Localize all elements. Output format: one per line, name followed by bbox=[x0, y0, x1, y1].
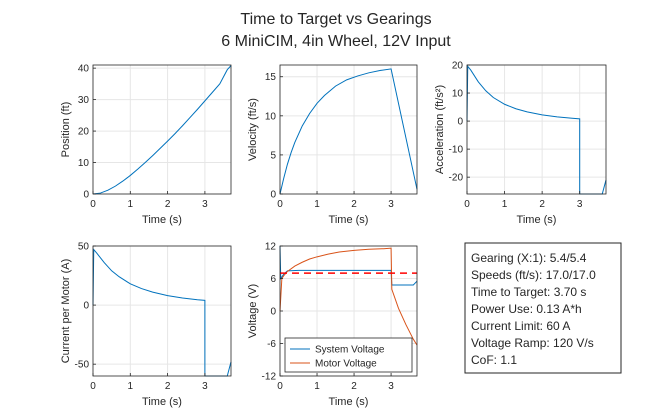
x-tick-label: 0 bbox=[90, 381, 96, 392]
plot-background bbox=[280, 65, 417, 194]
plot-frame bbox=[466, 64, 607, 195]
plot-frame bbox=[92, 64, 232, 195]
x-tick-label: 3 bbox=[202, 381, 208, 392]
info-box-frame bbox=[464, 242, 622, 374]
y-tick-label: 10 bbox=[78, 158, 90, 169]
x-tick-label: 1 bbox=[128, 199, 134, 210]
y-axis-label: Voltage (V) bbox=[247, 284, 259, 338]
info-power-use: Power Use: 0.13 A*h bbox=[471, 302, 582, 316]
x-tick-label: 3 bbox=[388, 199, 394, 210]
x-tick-label: 3 bbox=[388, 381, 394, 392]
y-tick-label: 0 bbox=[457, 117, 463, 128]
y-axis-label: Acceleration (ft/s²) bbox=[434, 85, 446, 174]
legend-label-1: Motor Voltage bbox=[315, 359, 377, 370]
x-axis-label: Time (s) bbox=[142, 214, 182, 226]
y-tick-label: 0 bbox=[83, 190, 89, 201]
voltage-series-line-1 bbox=[279, 247, 418, 346]
info-voltage-ramp: Voltage Ramp: 120 V/s bbox=[471, 336, 594, 350]
x-tick-label: 2 bbox=[539, 199, 545, 210]
info-time-to-target: Time to Target: 3.70 s bbox=[471, 285, 586, 299]
x-axis-label: Time (s) bbox=[517, 214, 557, 226]
y-axis-label: Current per Motor (A) bbox=[60, 259, 72, 364]
y-tick-label: -50 bbox=[75, 360, 90, 371]
y-tick-label: 0 bbox=[270, 307, 276, 318]
x-tick-label: 2 bbox=[351, 381, 357, 392]
y-tick-label: 15 bbox=[265, 72, 277, 83]
y-tick-label: 10 bbox=[452, 89, 464, 100]
x-tick-label: 2 bbox=[165, 381, 171, 392]
position-series-line-0 bbox=[92, 65, 232, 195]
legend-label-0: System Voltage bbox=[315, 345, 385, 356]
x-tick-label: 1 bbox=[314, 199, 320, 210]
y-tick-label: 30 bbox=[78, 95, 90, 106]
y-tick-label: 6 bbox=[270, 274, 276, 285]
info-gearing: Gearing (X:1): 5.4/5.4 bbox=[471, 251, 587, 265]
acceleration-plot: 0 1 2 3 -20 -10 0 10 20 Time (s) Acceleration (ft/… bbox=[434, 61, 607, 226]
y-tick-label: -6 bbox=[267, 339, 276, 350]
y-tick-label: 0 bbox=[270, 190, 276, 201]
y-tick-label: 0 bbox=[83, 301, 89, 312]
figure-title-line2: 6 MiniCIM, 4in Wheel, 12V Input bbox=[221, 33, 451, 50]
legend-box bbox=[284, 337, 413, 373]
plot-frame bbox=[92, 245, 232, 377]
velocity-series-line-0 bbox=[279, 68, 418, 195]
y-tick-label: -10 bbox=[449, 145, 464, 156]
y-tick-label: -12 bbox=[262, 372, 277, 383]
y-tick-label: 5 bbox=[270, 150, 276, 161]
x-axis-label: Time (s) bbox=[142, 396, 182, 408]
x-tick-label: 1 bbox=[314, 381, 320, 392]
x-tick-label: 2 bbox=[351, 199, 357, 210]
plot-background bbox=[467, 65, 606, 194]
y-tick-label: 10 bbox=[265, 111, 277, 122]
x-tick-label: 0 bbox=[277, 381, 283, 392]
y-tick-label: 20 bbox=[452, 61, 464, 72]
plot-frame bbox=[279, 64, 418, 195]
x-tick-label: 1 bbox=[128, 381, 134, 392]
info-current-limit: Current Limit: 60 A bbox=[471, 319, 570, 333]
y-tick-label: 12 bbox=[265, 242, 277, 253]
x-axis-label: Time (s) bbox=[329, 396, 369, 408]
x-tick-label: 2 bbox=[165, 199, 171, 210]
x-tick-label: 3 bbox=[202, 199, 208, 210]
plot-background bbox=[93, 65, 231, 194]
y-tick-label: -20 bbox=[449, 173, 464, 184]
x-tick-label: 1 bbox=[502, 199, 508, 210]
x-tick-label: 0 bbox=[90, 199, 96, 210]
info-box: Gearing (X:1): 5.4/5.4 Speeds (ft/s): 17… bbox=[464, 242, 622, 374]
y-tick-label: 40 bbox=[78, 64, 90, 75]
x-tick-label: 3 bbox=[577, 199, 583, 210]
y-tick-label: 20 bbox=[78, 127, 90, 138]
y-tick-label: 50 bbox=[78, 242, 90, 253]
y-axis-label: Velocity (ft/s) bbox=[247, 98, 259, 161]
x-tick-label: 0 bbox=[464, 199, 470, 210]
info-cof: CoF: 1.1 bbox=[471, 353, 517, 367]
figure-title-line1: Time to Target vs Gearings bbox=[240, 11, 431, 28]
x-axis-label: Time (s) bbox=[329, 214, 369, 226]
x-tick-label: 0 bbox=[277, 199, 283, 210]
plot-background bbox=[93, 246, 231, 376]
velocity-plot: 0 1 2 3 0 5 10 15 Time (s) Velocity (ft/s) bbox=[247, 64, 418, 226]
info-speeds: Speeds (ft/s): 17.0/17.0 bbox=[471, 268, 596, 282]
y-axis-label: Position (ft) bbox=[60, 102, 72, 158]
